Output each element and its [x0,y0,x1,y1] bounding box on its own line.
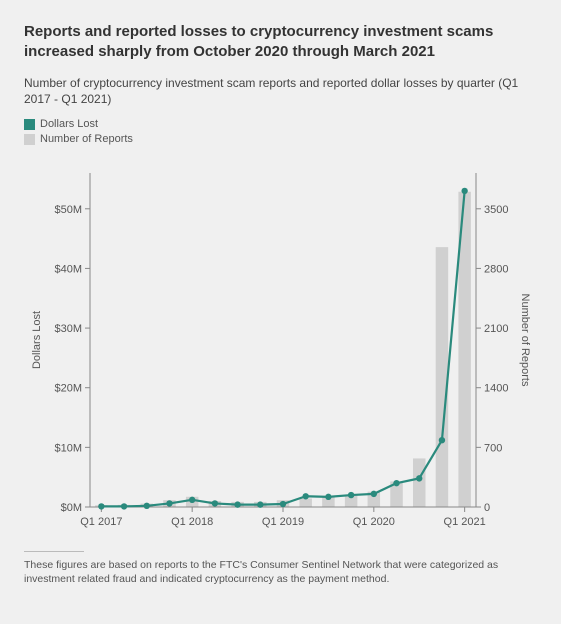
line-marker [371,491,377,497]
legend-swatch-line [24,119,35,130]
chart-title: Reports and reported losses to cryptocur… [24,22,537,63]
ytick-right-label: 1400 [484,383,508,395]
ytick-left-label: $50M [54,204,82,216]
xtick-label: Q1 2018 [171,516,213,528]
ytick-right-label: 700 [484,442,502,454]
line-marker [257,501,263,507]
line-marker [280,501,286,507]
footnote-divider [24,551,84,552]
ytick-left-label: $30M [54,323,82,335]
line-marker [439,437,445,443]
bar [413,458,425,507]
line-marker [416,475,422,481]
legend-label-dollars: Dollars Lost [40,118,98,130]
line-marker [234,501,240,507]
line-series [101,191,464,507]
line-marker [303,493,309,499]
legend-swatch-bar [24,134,35,145]
ytick-left-label: $20M [54,383,82,395]
y-axis-left-label: Dollars Lost [31,311,43,369]
bar [436,247,448,507]
ytick-right-label: 2100 [484,323,508,335]
line-marker [325,494,331,500]
ytick-right-label: 0 [484,502,490,514]
xtick-label: Q1 2019 [262,516,304,528]
legend-label-reports: Number of Reports [40,133,133,145]
chart-footnote: These figures are based on reports to th… [24,558,537,586]
ytick-left-label: $40M [54,263,82,275]
ytick-right-label: 3500 [484,204,508,216]
y-axis-right-label: Number of Reports [519,293,531,386]
chart-subtitle: Number of cryptocurrency investment scam… [24,75,537,107]
ytick-left-label: $10M [54,442,82,454]
ytick-right-label: 2800 [484,263,508,275]
xtick-label: Q1 2017 [80,516,122,528]
xtick-label: Q1 2021 [444,516,486,528]
line-marker [212,500,218,506]
bar [299,498,311,507]
chart-plot: $0M $10M $20M $30M $40M $50M 0 700 1400 2100 2800 3… [24,151,532,541]
line-marker [98,503,104,509]
legend: Dollars Lost Number of Reports [24,117,537,147]
legend-item-dollars: Dollars Lost [24,117,537,132]
chart-container: Reports and reported losses to cryptocur… [0,0,561,624]
line-marker [121,503,127,509]
legend-item-reports: Number of Reports [24,132,537,147]
line-marker [144,502,150,508]
xtick-label: Q1 2020 [353,516,395,528]
line-marker [189,497,195,503]
line-marker [166,500,172,506]
ytick-left-label: $0M [61,502,82,514]
line-marker [348,492,354,498]
line-marker [393,480,399,486]
chart-svg: $0M $10M $20M $30M $40M $50M 0 700 1400 2100 2800 3… [24,151,532,541]
line-marker [461,188,467,194]
